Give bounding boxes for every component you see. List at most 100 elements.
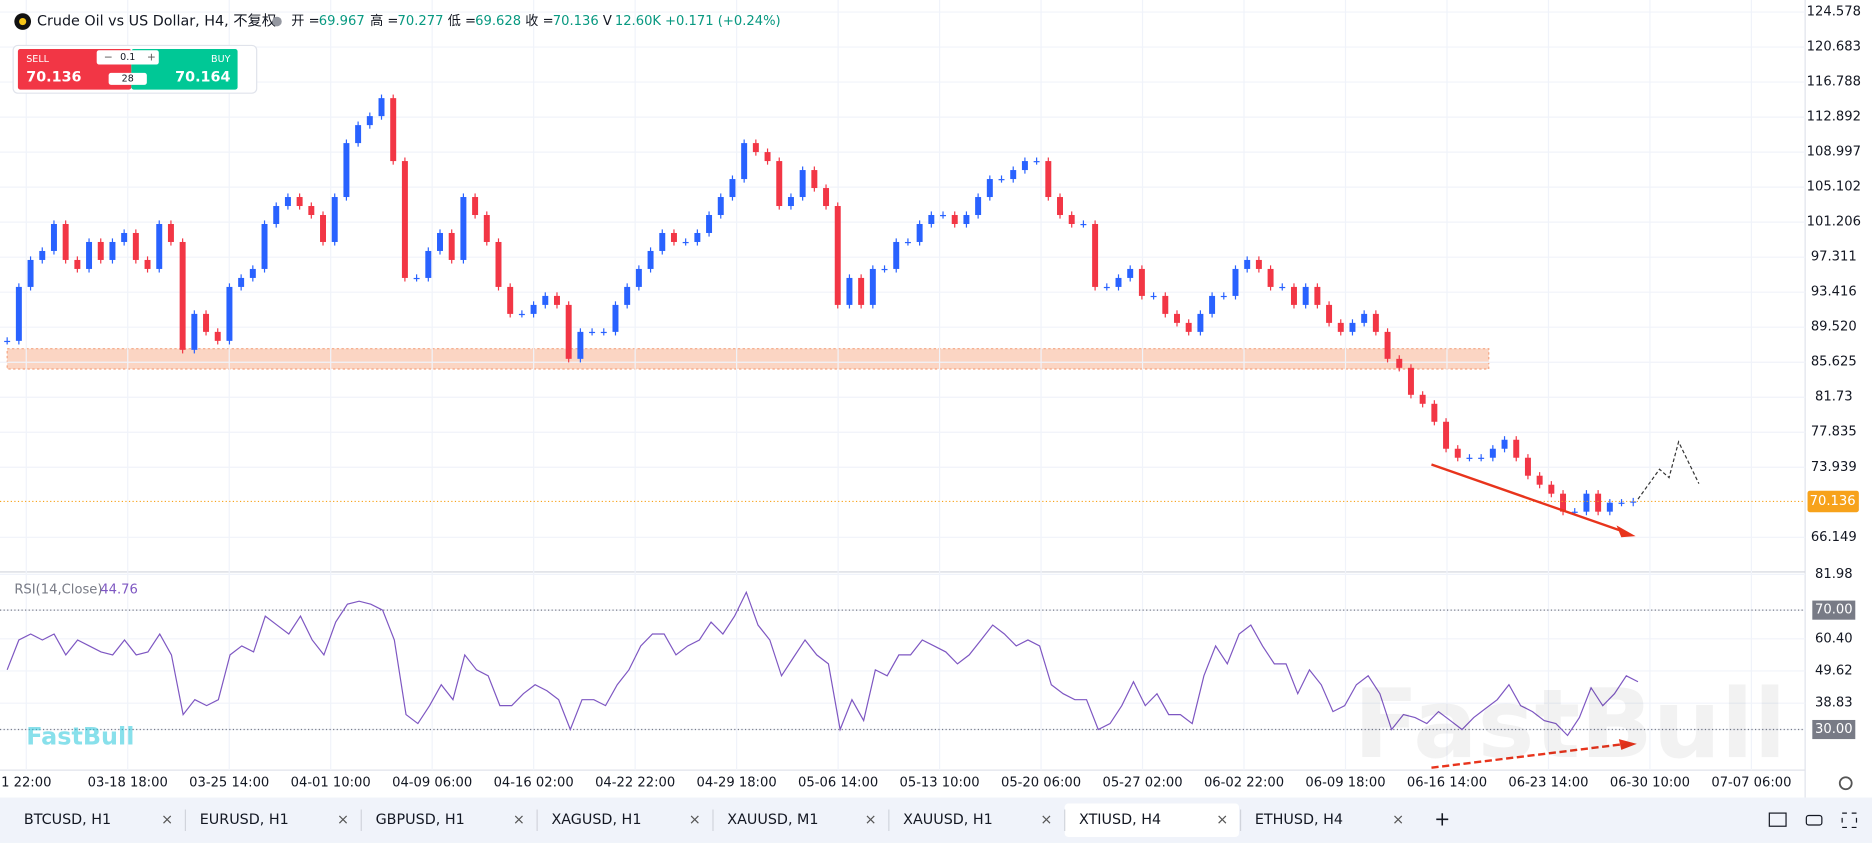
candle-body [121, 232, 128, 242]
y-tick-label: 66.149 [1811, 530, 1857, 545]
tab[interactable] [1064, 803, 1240, 837]
y-tick-label: 89.520 [1811, 320, 1857, 335]
candle-body [811, 170, 818, 189]
candle-body [249, 268, 256, 278]
tab[interactable] [9, 803, 184, 837]
fullscreen-icon[interactable] [1841, 812, 1858, 829]
lot-input[interactable] [96, 50, 159, 65]
volume-value: 12.60K [615, 14, 662, 29]
y-tick-label: 49.62 [1815, 663, 1853, 678]
tab[interactable] [361, 803, 536, 837]
tab-close[interactable]: × [337, 812, 349, 828]
last-price-box [1807, 490, 1859, 513]
candle-body [343, 143, 350, 198]
candle-body [787, 197, 794, 207]
tab-close[interactable]: × [1216, 812, 1228, 828]
tab-close[interactable]: × [865, 812, 877, 828]
candle-body [156, 223, 163, 269]
y-tick-label: 70.00 [1815, 603, 1853, 618]
candle-body [823, 188, 830, 207]
candle-body [904, 241, 911, 244]
candle-body [764, 152, 771, 162]
tab-close[interactable]: × [1040, 812, 1052, 828]
x-tick-label: 03-18 18:00 [88, 776, 168, 791]
candle-body [86, 241, 93, 269]
candle-body [62, 223, 69, 260]
spread-value: 28 [122, 73, 134, 84]
candle-body [682, 241, 689, 244]
candle-body [15, 286, 22, 341]
y-tick-label: 108.997 [1807, 145, 1861, 160]
candle-body [1466, 457, 1473, 459]
candle-body [998, 179, 1005, 181]
candle-body [1197, 313, 1204, 332]
y-tick-label: 81.73 [1815, 390, 1853, 405]
tab[interactable] [888, 803, 1064, 837]
candle-body [1630, 501, 1637, 503]
candle-body [495, 241, 502, 287]
x-tick-label: 05-27 02:00 [1102, 776, 1182, 791]
y-tick-label: 93.416 [1811, 285, 1857, 300]
tab-label[interactable]: XAUUSD, M1 [727, 812, 818, 828]
tab-label[interactable]: EURUSD, H1 [200, 812, 289, 828]
candle-body [1618, 502, 1625, 504]
arrow-head [1618, 739, 1637, 750]
tab-label[interactable]: XTIUSD, H4 [1079, 812, 1161, 828]
tab[interactable] [1240, 803, 1415, 837]
candle-body [472, 197, 479, 216]
candle-body [1174, 313, 1180, 323]
candle-body [1407, 367, 1414, 395]
candle-body [74, 259, 81, 269]
candle-body [963, 215, 970, 224]
y-tick-label: 81.98 [1815, 567, 1853, 582]
sell-label: SELL [26, 54, 49, 65]
candle-body [39, 250, 46, 260]
candle-body [1571, 511, 1578, 513]
add-tab[interactable]: + [1434, 808, 1450, 831]
layout-icon[interactable] [1768, 812, 1787, 827]
candle-body [975, 197, 982, 216]
tab-label[interactable]: XAUUSD, H1 [903, 812, 993, 828]
candle-body [1431, 403, 1438, 422]
y-tick-label: 30.00 [1815, 722, 1853, 737]
x-tick-label: 04-01 10:00 [291, 776, 371, 791]
tab-close[interactable]: × [161, 812, 173, 828]
candle-body [565, 304, 572, 359]
candle-body [1349, 322, 1356, 332]
tab-label[interactable]: ETHUSD, H4 [1255, 812, 1343, 828]
candle-body [1606, 502, 1613, 512]
rsi-line [6, 590, 1639, 737]
candle-body [670, 232, 677, 242]
tab-close[interactable]: × [1392, 812, 1404, 828]
tab-label[interactable]: BTCUSD, H1 [24, 812, 111, 828]
candle-body [331, 197, 338, 242]
candle-body [355, 125, 362, 144]
tab-close[interactable]: × [689, 812, 701, 828]
volume-label: V [603, 14, 612, 29]
candle-body [1536, 475, 1543, 485]
candle-body [507, 286, 514, 314]
x-tick-label: 04-16 02:00 [494, 776, 574, 791]
settings-icon[interactable] [1838, 776, 1853, 791]
candle-body [460, 197, 467, 260]
tab-close[interactable]: × [513, 812, 525, 828]
tab-label[interactable]: XAGUSD, H1 [551, 812, 641, 828]
candle-body [1021, 161, 1028, 171]
candle-body [366, 116, 373, 126]
candle-body [437, 232, 443, 251]
candle-body [179, 241, 186, 350]
y-tick-label: 60.40 [1815, 631, 1853, 646]
candle-body [635, 268, 642, 287]
window-icon[interactable] [1805, 814, 1823, 826]
tab[interactable] [712, 803, 888, 837]
minus[interactable]: − [104, 50, 113, 63]
candle-body [1103, 286, 1110, 289]
tab-label[interactable]: GBPUSD, H1 [376, 812, 465, 828]
tab[interactable] [185, 803, 360, 837]
candle-body [577, 331, 584, 359]
plus[interactable]: + [147, 50, 156, 63]
tab[interactable] [537, 803, 712, 837]
candle-body [284, 197, 291, 207]
symbol-icon-dot [19, 17, 27, 26]
y-tick-label: 73.939 [1811, 460, 1857, 475]
